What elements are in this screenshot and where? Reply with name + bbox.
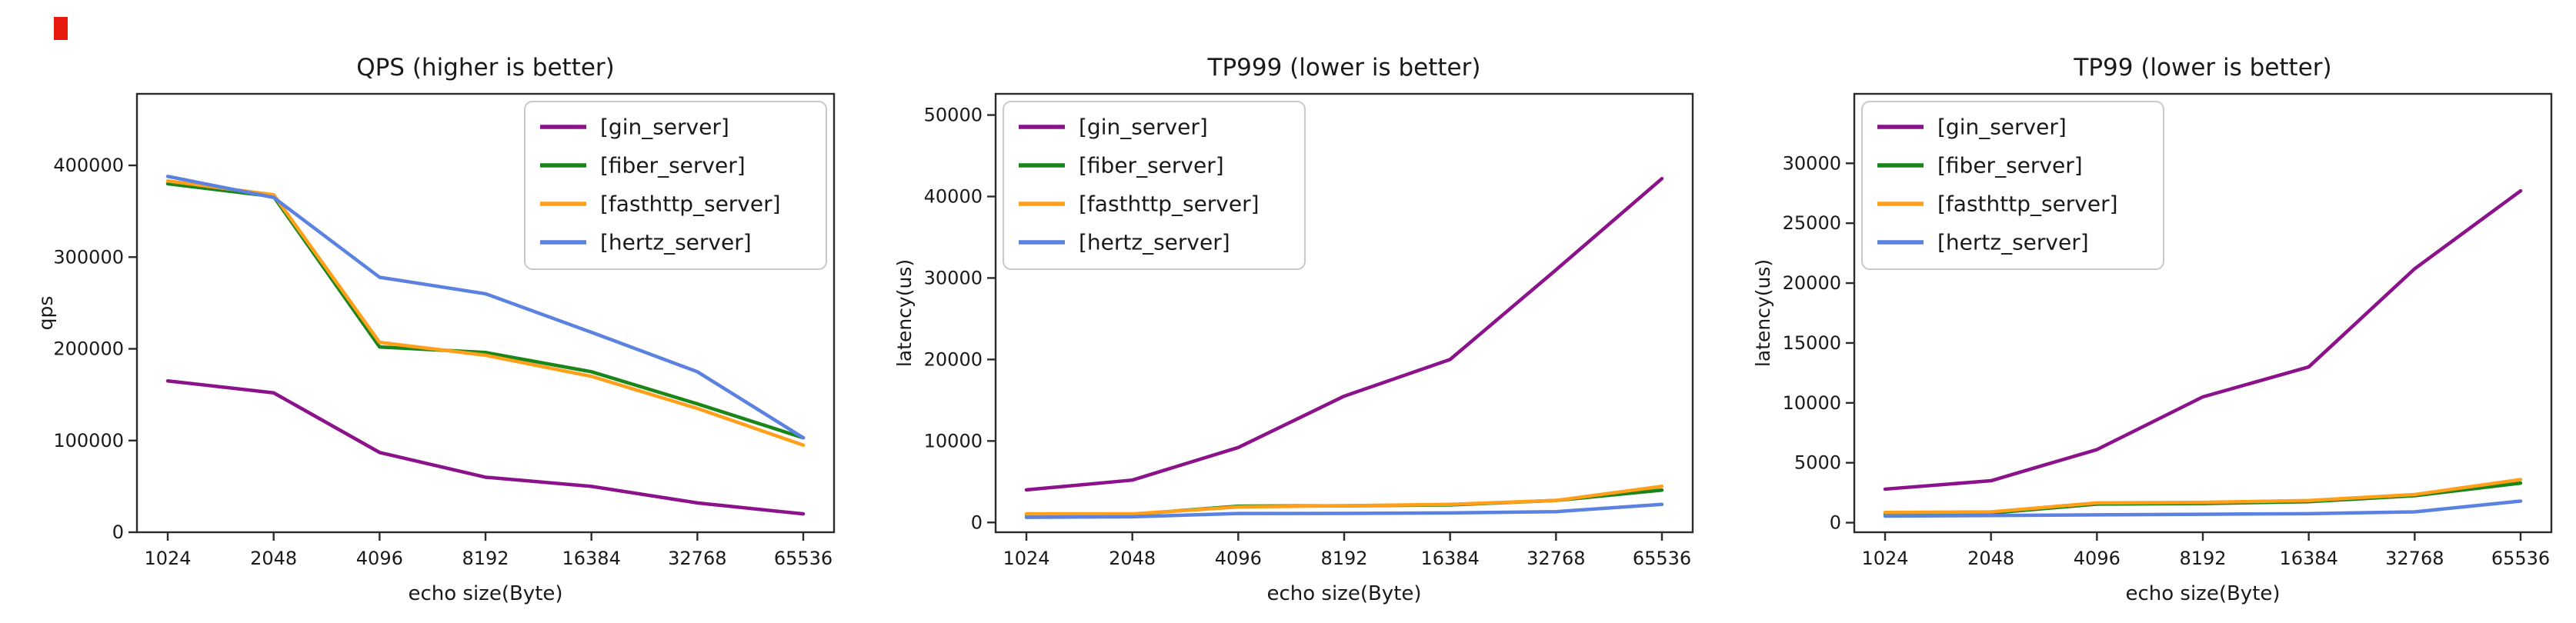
series-line-hertz_server <box>1024 502 1664 519</box>
legend-box <box>1003 101 1306 270</box>
x-tick-label: 32768 <box>2385 548 2444 569</box>
y-tick-label: 30000 <box>1783 152 1841 174</box>
x-axis-label: echo size(Byte) <box>2125 582 2280 605</box>
y-tick-label: 20000 <box>1783 272 1841 294</box>
x-tick-label: 65536 <box>774 548 833 569</box>
chart-title: TP99 (lower is better) <box>2073 54 2331 82</box>
x-tick-label: 4096 <box>1215 548 1262 569</box>
x-tick-label: 4096 <box>2074 548 2121 569</box>
y-axis-label: latency(us) <box>893 259 916 367</box>
red-marker <box>54 17 68 40</box>
x-axis-label: echo size(Byte) <box>1266 582 1421 605</box>
legend-label: [hertz_server] <box>600 230 752 255</box>
legend-label: [fasthttp_server] <box>1937 192 2118 217</box>
y-tick-label: 20000 <box>924 348 983 370</box>
series-line-hertz_server <box>165 175 806 440</box>
y-tick-label: 5000 <box>1794 452 1841 474</box>
y-tick-label: 100000 <box>53 430 124 451</box>
x-tick-label: 2048 <box>250 548 297 569</box>
x-tick-label: 32768 <box>1527 548 1585 569</box>
legend-label: [fasthttp_server] <box>1079 192 1260 217</box>
legend-label: [gin_server] <box>600 115 729 140</box>
y-tick-label: 400000 <box>53 155 124 176</box>
x-tick-label: 4096 <box>356 548 403 569</box>
x-tick-label: 16384 <box>1420 548 1479 569</box>
y-tick-label: 300000 <box>53 246 124 268</box>
legend-box <box>524 101 827 270</box>
y-tick-label: 40000 <box>924 185 983 207</box>
chart-title: QPS (higher is better) <box>356 54 615 82</box>
x-tick-label: 8192 <box>1320 548 1367 569</box>
series-line-fasthttp_server <box>1024 484 1664 516</box>
y-axis-label: qps <box>35 296 57 331</box>
series-line-gin_server <box>165 378 806 516</box>
y-tick-label: 30000 <box>924 267 983 288</box>
x-tick-label: 1024 <box>1003 548 1049 569</box>
x-tick-label: 1024 <box>144 548 191 569</box>
y-tick-label: 0 <box>971 511 983 533</box>
series-line-gin_server <box>1883 188 2523 491</box>
x-tick-label: 2048 <box>1967 548 2014 569</box>
x-tick-label: 2048 <box>1109 548 1156 569</box>
series-line-fasthttp_server <box>165 179 806 447</box>
x-tick-label: 16384 <box>562 548 620 569</box>
legend-box <box>1861 101 2164 270</box>
legend-label: [fiber_server] <box>1937 153 2083 178</box>
y-tick-label: 0 <box>112 521 124 543</box>
x-tick-label: 32768 <box>668 548 726 569</box>
y-tick-label: 10000 <box>924 430 983 451</box>
x-tick-label: 65536 <box>2491 548 2550 569</box>
series-line-hertz_server <box>1883 499 2523 518</box>
chart-tp99: 0 5000 10000 15000 20000 25000 30000 1024 2048 40… <box>1752 54 2553 605</box>
y-tick-label: 0 <box>1830 512 1841 534</box>
series-line-fasthttp_server <box>1883 478 2523 515</box>
legend-label: [gin_server] <box>1079 115 1208 140</box>
chart-qps: 0 100000 200000 300000 400000 1024 2048 4096 819… <box>35 54 836 605</box>
y-tick-label: 200000 <box>53 338 124 360</box>
legend-label: [fasthttp_server] <box>600 192 781 217</box>
x-tick-label: 8192 <box>462 548 509 569</box>
legend-label: [fiber_server] <box>600 153 746 178</box>
y-tick-label: 10000 <box>1783 392 1841 414</box>
series-line-gin_server <box>1024 176 1664 492</box>
legend-label: [hertz_server] <box>1079 230 1230 255</box>
y-tick-label: 15000 <box>1783 332 1841 354</box>
y-axis-label: latency(us) <box>1752 259 1774 367</box>
x-tick-label: 8192 <box>2179 548 2226 569</box>
y-tick-label: 25000 <box>1783 212 1841 234</box>
x-tick-label: 65536 <box>1633 548 1691 569</box>
legend-label: [hertz_server] <box>1937 230 2089 255</box>
chart-title: TP999 (lower is better) <box>1207 54 1481 82</box>
chart-tp999: 0 10000 20000 30000 40000 50000 1024 2048 4096 81… <box>893 54 1694 605</box>
x-tick-label: 1024 <box>1861 548 1908 569</box>
legend-label: [gin_server] <box>1937 115 2067 140</box>
x-tick-label: 16384 <box>2279 548 2337 569</box>
legend-label: [fiber_server] <box>1079 153 1224 178</box>
y-tick-label: 50000 <box>924 105 983 126</box>
x-axis-label: echo size(Byte) <box>408 582 562 605</box>
